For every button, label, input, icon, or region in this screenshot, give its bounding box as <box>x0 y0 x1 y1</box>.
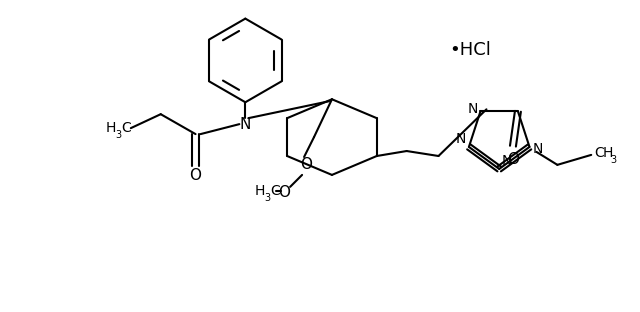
Text: 3: 3 <box>610 155 616 165</box>
Text: N: N <box>502 154 513 168</box>
Text: O: O <box>189 168 202 183</box>
Text: C: C <box>594 146 604 160</box>
Text: •HCl: •HCl <box>449 41 492 60</box>
Text: N: N <box>532 142 543 156</box>
Text: H: H <box>602 146 612 160</box>
Text: O: O <box>507 152 519 167</box>
Text: O: O <box>300 158 312 173</box>
Text: O: O <box>278 185 290 200</box>
Text: N: N <box>456 132 466 146</box>
Text: N: N <box>239 117 251 132</box>
Text: H: H <box>255 184 266 198</box>
Text: C: C <box>121 121 131 135</box>
Text: 3: 3 <box>115 130 121 140</box>
Text: H: H <box>106 121 116 135</box>
Text: N: N <box>467 102 477 116</box>
Text: 3: 3 <box>264 193 270 203</box>
Text: C: C <box>270 184 280 198</box>
